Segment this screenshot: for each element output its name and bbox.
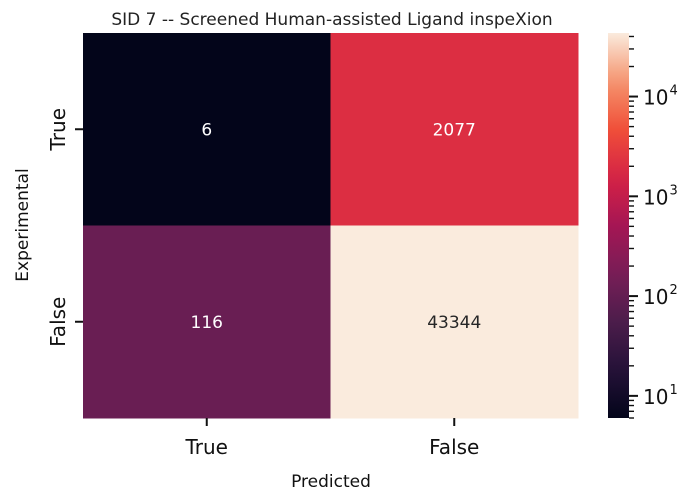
heatmap-cells: 6 2077 116 43344	[83, 33, 579, 419]
heatmap-cell	[83, 33, 331, 226]
colorbar-tick-label: 104	[643, 84, 678, 110]
heatmap-cell	[83, 225, 331, 419]
cell-value-label: 6	[201, 120, 212, 140]
chart-title: SID 7 -- Screened Human-assisted Ligand …	[111, 10, 552, 30]
colorbar-tick-label: 103	[643, 183, 678, 209]
cell-value-label: 116	[191, 313, 223, 333]
y-axis-label: Experimental	[13, 168, 33, 281]
y-tick-label: True	[46, 108, 70, 151]
heatmap-cell	[330, 33, 579, 226]
cell-value-label: 2077	[433, 120, 476, 140]
colorbar: 101 102 103 104	[608, 33, 678, 419]
x-axis-label: Predicted	[291, 472, 371, 492]
colorbar-gradient	[608, 33, 629, 418]
cell-value-label: 43344	[427, 313, 481, 333]
x-axis-ticks: True False	[185, 418, 479, 459]
colorbar-tick-label: 102	[643, 283, 678, 309]
y-tick-label: False	[46, 297, 70, 347]
x-tick-label: True	[185, 435, 228, 459]
colorbar-tick-label: 101	[643, 383, 678, 409]
heatmap-cell	[330, 225, 579, 419]
y-axis-ticks: True False	[46, 108, 83, 347]
x-tick-label: False	[429, 435, 479, 459]
